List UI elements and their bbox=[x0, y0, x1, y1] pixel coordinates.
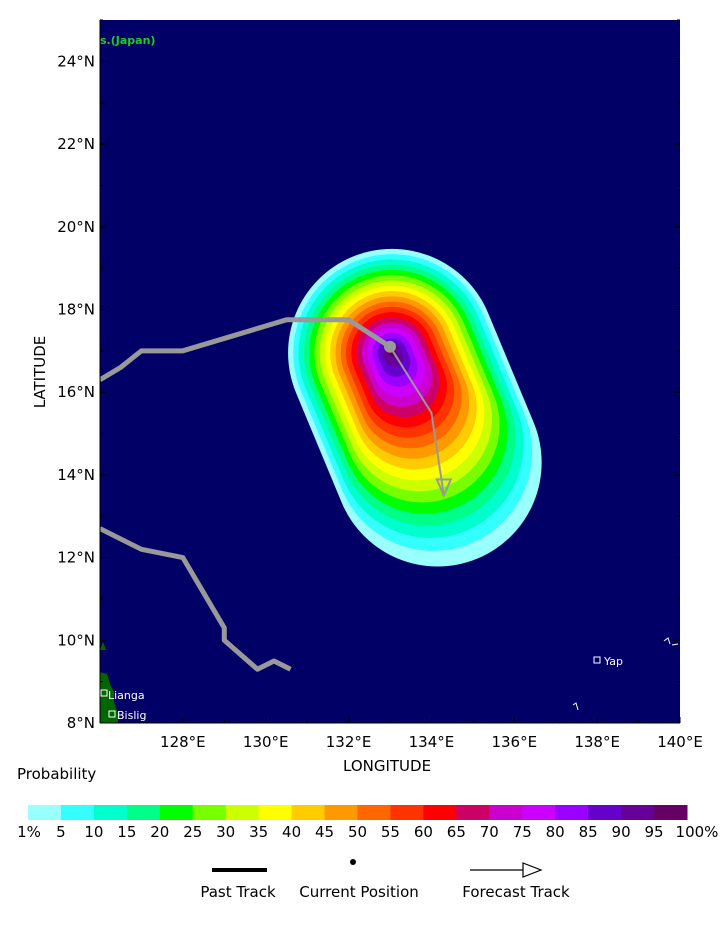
x-tick-label: 138°E bbox=[574, 733, 620, 751]
colorbar-swatch bbox=[258, 805, 293, 820]
y-tick-label: 8°N bbox=[67, 714, 95, 732]
colorbar-label: 15 bbox=[117, 823, 137, 841]
colorbar-label: 20 bbox=[150, 823, 170, 841]
colorbar-swatch bbox=[60, 805, 95, 820]
colorbar-label: 100% bbox=[675, 823, 719, 841]
place-marker bbox=[100, 689, 108, 697]
colorbar-swatch bbox=[522, 805, 556, 820]
colorbar-swatch bbox=[291, 805, 326, 820]
x-tick-label: 136°E bbox=[491, 733, 537, 751]
colorbar-label: 95 bbox=[644, 823, 664, 841]
colorbar-label: 65 bbox=[446, 823, 466, 841]
probability-colorbar bbox=[28, 805, 688, 820]
colorbar-label: 30 bbox=[216, 823, 236, 841]
colorbar-label: 5 bbox=[56, 823, 66, 841]
probability-title: Probability bbox=[17, 765, 97, 783]
forecast-track bbox=[389, 346, 445, 496]
place-label-lianga: Lianga bbox=[108, 689, 145, 702]
colorbar-label: 90 bbox=[611, 823, 631, 841]
colorbar-swatch bbox=[621, 805, 655, 820]
current-position-symbol bbox=[350, 859, 356, 865]
colorbar-swatch bbox=[555, 805, 589, 820]
colorbar-label: 75 bbox=[512, 823, 532, 841]
y-tick-label: 22°N bbox=[57, 135, 95, 153]
y-tick-label: 18°N bbox=[57, 300, 95, 318]
colorbar-label: 40 bbox=[282, 823, 302, 841]
colorbar-label: 55 bbox=[380, 823, 400, 841]
current-position-marker bbox=[384, 340, 396, 353]
legend-past-track-label: Past Track bbox=[200, 883, 276, 901]
forecast-arrowhead bbox=[435, 478, 453, 499]
past-track bbox=[100, 317, 392, 382]
colorbar-swatch bbox=[489, 805, 523, 820]
y-tick-label: 24°N bbox=[57, 52, 95, 70]
colorbar-swatch bbox=[588, 805, 622, 820]
colorbar-swatch bbox=[654, 805, 688, 820]
credit-text: s.(Japan) bbox=[100, 34, 156, 47]
land-areas bbox=[100, 637, 679, 723]
y-tick-label: 20°N bbox=[57, 218, 95, 236]
colorbar-label: 35 bbox=[249, 823, 269, 841]
colorbar-label: 45 bbox=[315, 823, 335, 841]
probability-swath bbox=[288, 248, 542, 567]
colorbar-label: 25 bbox=[183, 823, 203, 841]
x-tick-label: 134°E bbox=[409, 733, 455, 751]
colorbar-swatch bbox=[159, 805, 194, 820]
place-marker bbox=[108, 710, 116, 718]
x-tick-label: 130°E bbox=[243, 733, 289, 751]
colorbar-swatch bbox=[357, 805, 391, 820]
colorbar-swatch bbox=[423, 805, 457, 820]
colorbar-label: 50 bbox=[347, 823, 368, 841]
colorbar-label: 60 bbox=[413, 823, 433, 841]
place-label-bislig: Bislig bbox=[117, 709, 147, 722]
y-axis-title: LATITUDE bbox=[31, 335, 49, 409]
land-island bbox=[100, 642, 106, 650]
colorbar-label: 10 bbox=[84, 823, 104, 841]
past-track-other-storm bbox=[100, 526, 292, 672]
y-tick-label: 12°N bbox=[57, 549, 95, 567]
colorbar-label: 1% bbox=[17, 823, 41, 841]
legend-symbols bbox=[212, 859, 543, 878]
colorbar-swatch bbox=[192, 805, 227, 820]
x-tick-label: 128°E bbox=[160, 733, 206, 751]
colorbar-swatch bbox=[324, 805, 358, 820]
colorbar-swatch bbox=[225, 805, 260, 820]
legend-current-position-label: Current Position bbox=[299, 883, 419, 901]
legend-forecast-track-label: Forecast Track bbox=[462, 883, 570, 901]
colorbar-swatch bbox=[390, 805, 424, 820]
x-axis-title: LONGITUDE bbox=[343, 757, 432, 775]
land-mindanao bbox=[100, 672, 118, 723]
y-tick-label: 14°N bbox=[57, 466, 95, 484]
island-outline bbox=[663, 637, 679, 646]
axes: 8°N 10°N 12°N 14°N 16°N 18°N 20°N 22°N 24°N 128°E… bbox=[57, 19, 703, 751]
y-tick-label: 10°N bbox=[57, 631, 95, 649]
colorbar-label: 85 bbox=[578, 823, 598, 841]
colorbar-swatch bbox=[93, 805, 128, 820]
x-tick-label: 132°E bbox=[326, 733, 372, 751]
y-tick-label: 16°N bbox=[57, 383, 95, 401]
place-marker bbox=[593, 656, 601, 664]
forecast-track-symbol bbox=[470, 862, 543, 878]
colorbar-swatch bbox=[126, 805, 161, 820]
track-layer bbox=[100, 317, 453, 672]
island-outline bbox=[572, 702, 579, 711]
colorbar-label: 70 bbox=[479, 823, 499, 841]
colorbar-label: 80 bbox=[545, 823, 565, 841]
colorbar-swatch bbox=[456, 805, 490, 820]
x-tick-label: 140°E bbox=[657, 733, 703, 751]
place-label-yap: Yap bbox=[604, 655, 623, 668]
colorbar-swatch bbox=[28, 805, 62, 820]
